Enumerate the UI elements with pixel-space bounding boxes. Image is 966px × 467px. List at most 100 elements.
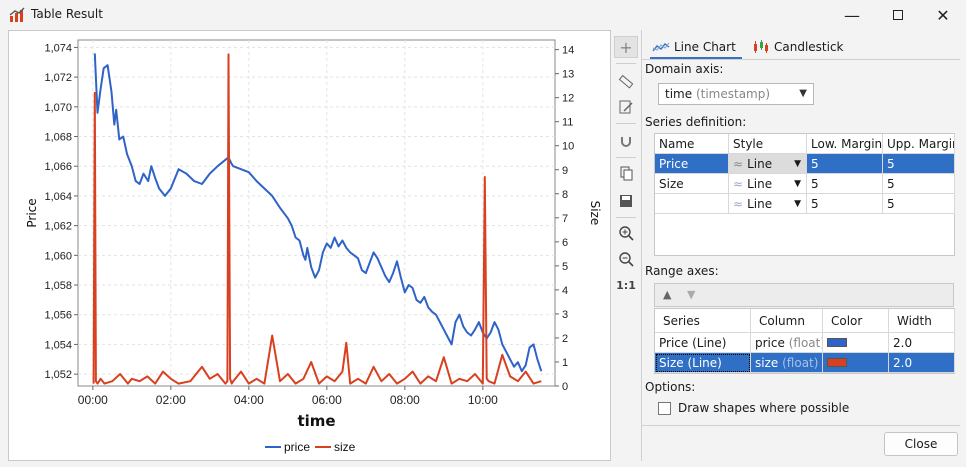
series-upp-margin[interactable]: 5 — [883, 194, 955, 214]
column-header-series[interactable]: Series — [655, 309, 751, 333]
domain-axis-value: time — [665, 87, 693, 101]
zoom-out-button[interactable] — [614, 248, 638, 270]
y-left-tick-label: 1,052 — [44, 369, 72, 381]
edit-button[interactable] — [614, 96, 638, 118]
copy-button[interactable] — [614, 162, 638, 184]
column-header-column[interactable]: Column — [751, 309, 823, 333]
draw-shapes-label: Draw shapes where possible — [678, 401, 850, 415]
series-definition-table[interactable]: Name Style Low. Margin Upp. Margin Price… — [654, 133, 955, 256]
active-tab-indicator — [650, 57, 742, 59]
series-low-margin[interactable]: 5 — [807, 174, 883, 194]
range-series-name[interactable]: Price (Line) — [655, 333, 751, 353]
line-style-icon: ≈ — [733, 176, 744, 191]
series-line-price — [93, 53, 543, 373]
column-header-width[interactable]: Width — [889, 309, 955, 333]
line-style-icon: ≈ — [733, 196, 744, 211]
draw-shapes-checkbox[interactable] — [658, 402, 671, 415]
range-series-name[interactable]: Size (Line) — [655, 353, 751, 373]
legend-label: price — [284, 440, 310, 454]
move-down-icon[interactable]: ▼ — [687, 288, 696, 301]
toolbar-separator — [616, 123, 636, 124]
line-chart[interactable]: 1,052 1,054 1,056 1,058 1,060 1,062 1,064 1,066… — [9, 31, 612, 462]
zoom-out-icon — [619, 252, 634, 267]
chart-toolbar: + 1:1 — [612, 30, 640, 461]
chart-panel[interactable]: 1,052 1,054 1,056 1,058 1,060 1,062 1,064 1,066… — [8, 30, 611, 461]
x-tick-label: 02:00 — [156, 393, 186, 407]
ruler-button[interactable] — [614, 70, 638, 92]
series-row-name[interactable] — [655, 194, 729, 214]
y-left-tick-label: 1,074 — [44, 42, 72, 54]
range-width-value[interactable]: 2.0 — [889, 353, 955, 373]
toolbar-separator — [616, 157, 636, 158]
footer-divider — [642, 425, 960, 426]
x-tick-label: 08:00 — [390, 393, 420, 407]
y-right-tick-label: 14 — [562, 45, 574, 57]
chevron-down-icon: ▼ — [794, 179, 801, 189]
y-left-tick-label: 1,072 — [44, 72, 72, 84]
range-color-cell[interactable] — [823, 353, 889, 373]
series-definition-label: Series definition: — [645, 115, 747, 129]
range-column-value: price — [755, 335, 785, 350]
series-low-margin[interactable]: 5 — [807, 194, 883, 214]
reset-zoom-button[interactable]: 1:1 — [614, 274, 638, 296]
series-style-value: Line — [747, 156, 773, 171]
maximize-button[interactable] — [875, 0, 921, 30]
settings-panel: Line Chart Candlestick Domain axis: time… — [641, 30, 960, 461]
y-left-tick-label: 1,056 — [44, 310, 72, 322]
range-axes-order-bar: ▲ ▼ — [654, 283, 954, 307]
series-upp-margin[interactable]: 5 — [883, 174, 955, 194]
tab-line-chart[interactable]: Line Chart — [652, 36, 736, 58]
x-tick-label: 04:00 — [234, 393, 264, 407]
magnet-button[interactable] — [614, 130, 638, 152]
y-right-tick-label: 2 — [562, 333, 568, 345]
series-row-name[interactable]: Size — [655, 174, 729, 194]
x-tick-label: 06:00 — [312, 393, 342, 407]
y-right-tick-label: 3 — [562, 309, 568, 321]
y-right-tick-label: 4 — [562, 285, 568, 297]
y-right-tick-label: 10 — [562, 141, 574, 153]
x-axis-label: time — [297, 412, 335, 430]
series-style-dropdown[interactable]: ≈ Line ▼ — [729, 194, 807, 214]
column-header-style[interactable]: Style — [729, 134, 807, 154]
save-icon — [620, 195, 632, 207]
range-column-cell[interactable]: price (float) — [751, 333, 823, 353]
y-left-tick-label: 1,070 — [44, 102, 72, 114]
crosshair-button[interactable]: + — [614, 36, 638, 58]
range-width-value[interactable]: 2.0 — [889, 333, 955, 353]
column-header-name[interactable]: Name — [655, 134, 729, 154]
range-column-type: (float) — [788, 335, 823, 350]
series-low-margin[interactable]: 5 — [807, 154, 883, 174]
column-header-low-margin[interactable]: Low. Margin — [807, 134, 883, 154]
zoom-in-button[interactable] — [614, 222, 638, 244]
range-column-cell[interactable]: size (float) — [751, 353, 823, 373]
series-row-name[interactable]: Price — [655, 154, 729, 174]
edit-icon — [619, 100, 633, 114]
y-left-tick-label: 1,064 — [44, 191, 72, 203]
close-window-button[interactable]: ✕ — [920, 0, 966, 30]
y-right-tick-label: 9 — [562, 165, 568, 177]
chevron-down-icon: ▼ — [794, 159, 801, 169]
close-button[interactable]: Close — [884, 432, 958, 456]
domain-axis-select[interactable]: time (timestamp) ▼ — [658, 83, 814, 105]
line-style-icon: ≈ — [733, 156, 744, 171]
move-up-icon[interactable]: ▲ — [663, 288, 672, 301]
column-header-upp-margin[interactable]: Upp. Margin — [883, 134, 955, 154]
series-style-dropdown[interactable]: ≈ Line ▼ — [729, 174, 807, 194]
domain-axis-type: (timestamp) — [695, 87, 771, 101]
crosshair-icon: + — [619, 37, 633, 57]
series-style-dropdown[interactable]: ≈ Line ▼ — [729, 154, 807, 174]
column-header-color[interactable]: Color — [823, 309, 889, 333]
tab-candlestick[interactable]: Candlestick — [752, 36, 844, 58]
y-right-tick-label: 13 — [562, 69, 574, 81]
tab-label: Candlestick — [774, 40, 844, 54]
save-button[interactable] — [614, 190, 638, 212]
series-upp-margin[interactable]: 5 — [883, 154, 955, 174]
range-color-cell[interactable] — [823, 333, 889, 353]
y-right-tick-label: 5 — [562, 261, 568, 273]
x-tick-label: 10:00 — [468, 393, 498, 407]
minimize-button[interactable]: — — [829, 0, 875, 30]
tab-label: Line Chart — [674, 40, 736, 54]
series-style-value: Line — [747, 176, 773, 191]
copy-icon — [620, 166, 633, 181]
range-axes-table[interactable]: Series Column Color Width Price (Line) p… — [654, 308, 955, 374]
